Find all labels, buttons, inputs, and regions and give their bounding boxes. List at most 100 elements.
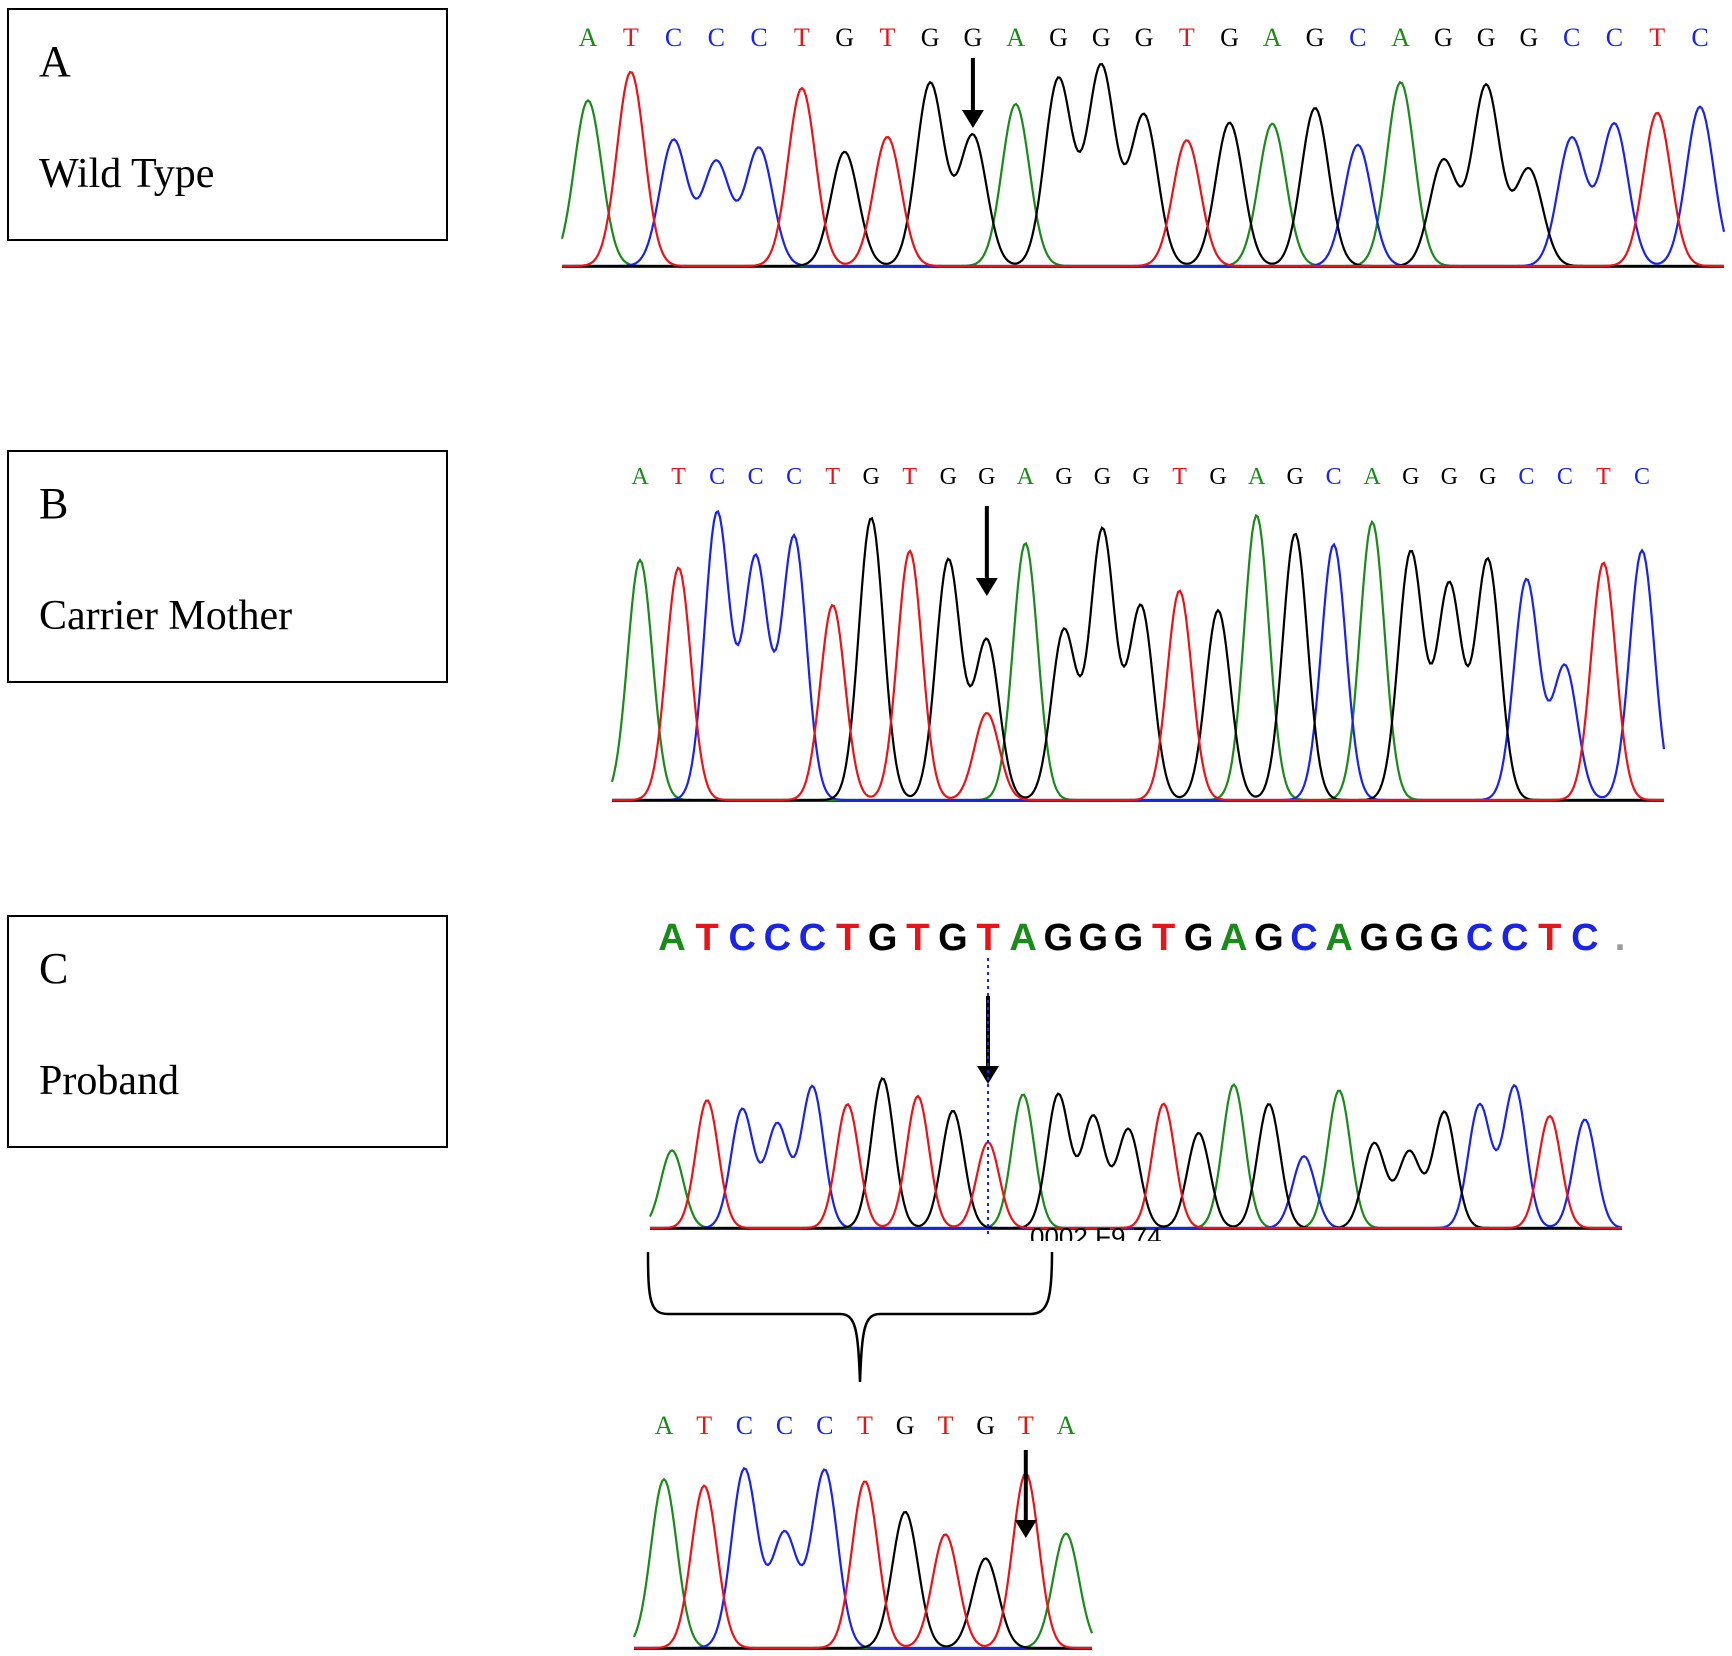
panel-b-trace-A <box>610 513 1664 802</box>
panel-c-base-3: C <box>764 917 791 959</box>
panel-b-base-14: T <box>1172 464 1187 490</box>
panel-b-base-25: T <box>1596 464 1611 490</box>
panel-a-base-0: A <box>579 23 598 52</box>
panel-c-base-12: G <box>1079 917 1109 959</box>
panel-b-letter: B <box>39 479 69 528</box>
panel-b-name: Carrier Mother <box>39 593 293 639</box>
panel-c-base-0: A <box>658 917 685 959</box>
panel-c-letter: C <box>39 944 69 993</box>
panel-a-base-1: T <box>623 23 639 52</box>
panel-c-zoom-base-6: G <box>896 1411 915 1440</box>
panel-c-label-box: C Proband <box>7 915 448 1148</box>
panel-b-base-0: A <box>631 464 649 490</box>
panel-c-zoom-base-8: G <box>976 1411 995 1440</box>
zoom-bracket <box>646 1251 1054 1383</box>
panel-c-zoom-base-0: A <box>655 1411 674 1440</box>
panel-c-base-27: . <box>1615 917 1626 959</box>
panel-c-base-2: C <box>728 917 755 959</box>
panel-c-name: Proband <box>39 1058 179 1104</box>
panel-a-base-7: T <box>879 23 895 52</box>
panel-c-zoom-trace-A <box>632 1477 1094 1650</box>
panel-b-base-6: G <box>863 464 880 490</box>
panel-c-base-26: C <box>1571 917 1598 959</box>
panel-c-trace-C <box>650 1083 1623 1230</box>
panel-c-zoom-base-1: T <box>696 1411 712 1440</box>
panel-a-base-14: T <box>1179 23 1195 52</box>
panel-c-base-9: T <box>976 917 999 959</box>
panel-a-base-17: G <box>1306 23 1325 52</box>
panel-c-zoom-base-4: C <box>816 1411 833 1440</box>
panel-c-zoom-trace-C <box>634 1467 1092 1650</box>
panel-b-base-20: G <box>1402 464 1419 490</box>
panel-c-zoom-base-5: T <box>857 1411 873 1440</box>
panel-b-base-11: G <box>1055 464 1072 490</box>
panel-c-zoom-base-7: T <box>937 1411 953 1440</box>
down-arrow-icon <box>961 58 984 128</box>
panel-b-base-7: T <box>902 464 917 490</box>
panel-b-base-18: C <box>1326 464 1342 490</box>
panel-c-base-11: G <box>1043 917 1073 959</box>
panel-a-base-3: C <box>708 23 725 52</box>
panel-b-trace-C <box>612 509 1666 802</box>
panel-a-base-9: G <box>964 23 983 52</box>
panel-c-base-13: G <box>1114 917 1144 959</box>
panel-a-base-8: G <box>921 23 940 52</box>
panel-c-base-18: C <box>1290 917 1317 959</box>
panel-a-trace-G <box>562 62 1724 268</box>
panel-c-base-5: T <box>836 917 859 959</box>
panel-b-base-16: A <box>1248 464 1266 490</box>
panel-b-base-23: C <box>1518 464 1534 490</box>
panel-b-base-10: A <box>1017 464 1035 490</box>
panel-a-base-16: A <box>1263 23 1282 52</box>
panel-c-zoom-trace-G <box>634 1510 1092 1650</box>
panel-b-base-26: C <box>1634 464 1650 490</box>
panel-c-base-21: G <box>1395 917 1425 959</box>
panel-a-base-10: A <box>1006 23 1025 52</box>
panel-c-base-14: T <box>1152 917 1175 959</box>
panel-b-label-box: B Carrier Mother <box>7 450 448 683</box>
panel-a-base-11: G <box>1049 23 1068 52</box>
panel-a-base-12: G <box>1092 23 1111 52</box>
panel-c-base-10: A <box>1009 917 1036 959</box>
panel-c-base-22: G <box>1430 917 1460 959</box>
panel-a-base-20: G <box>1434 23 1453 52</box>
panel-c-base-20: G <box>1359 917 1389 959</box>
panel-b-base-8: G <box>940 464 957 490</box>
panel-c-base-17: G <box>1254 917 1284 959</box>
panel-b-base-24: C <box>1557 464 1573 490</box>
panel-a-label-box: A Wild Type <box>7 8 448 241</box>
down-arrow-icon <box>975 506 998 596</box>
panel-b-base-15: G <box>1209 464 1226 490</box>
panel-a-base-25: T <box>1649 23 1665 52</box>
panel-a-letter: A <box>39 37 71 86</box>
panel-a-base-15: G <box>1220 23 1239 52</box>
panel-b-trace-G <box>612 516 1664 802</box>
panel-b-base-19: A <box>1364 464 1382 490</box>
panel-b-base-21: G <box>1441 464 1458 490</box>
panel-c-base-24: C <box>1501 917 1528 959</box>
panel-a-base-21: G <box>1477 23 1496 52</box>
panel-c-zoom-trace-T <box>634 1471 1092 1650</box>
panel-a-base-19: A <box>1391 23 1410 52</box>
panel-c-base-23: C <box>1466 917 1493 959</box>
panel-a-name: Wild Type <box>39 151 215 197</box>
panel-a-base-22: G <box>1520 23 1539 52</box>
panel-a-base-2: C <box>665 23 682 52</box>
panel-c-base-8: G <box>938 917 968 959</box>
panel-c-base-19: A <box>1325 917 1352 959</box>
panel-a-base-6: G <box>835 23 854 52</box>
panel-c-trace-A <box>648 1083 1622 1230</box>
panel-c-base-15: G <box>1184 917 1214 959</box>
panel-c-zoom-base-9: T <box>1018 1411 1034 1440</box>
panel-b-base-1: T <box>671 464 686 490</box>
panel-c-base-6: G <box>868 917 898 959</box>
panel-b-base-17: G <box>1286 464 1303 490</box>
panel-a-trace-C <box>562 105 1726 268</box>
panel-a-base-4: C <box>750 23 767 52</box>
panel-c-zoom-base-3: C <box>776 1411 793 1440</box>
panel-b-base-9: G <box>978 464 995 490</box>
